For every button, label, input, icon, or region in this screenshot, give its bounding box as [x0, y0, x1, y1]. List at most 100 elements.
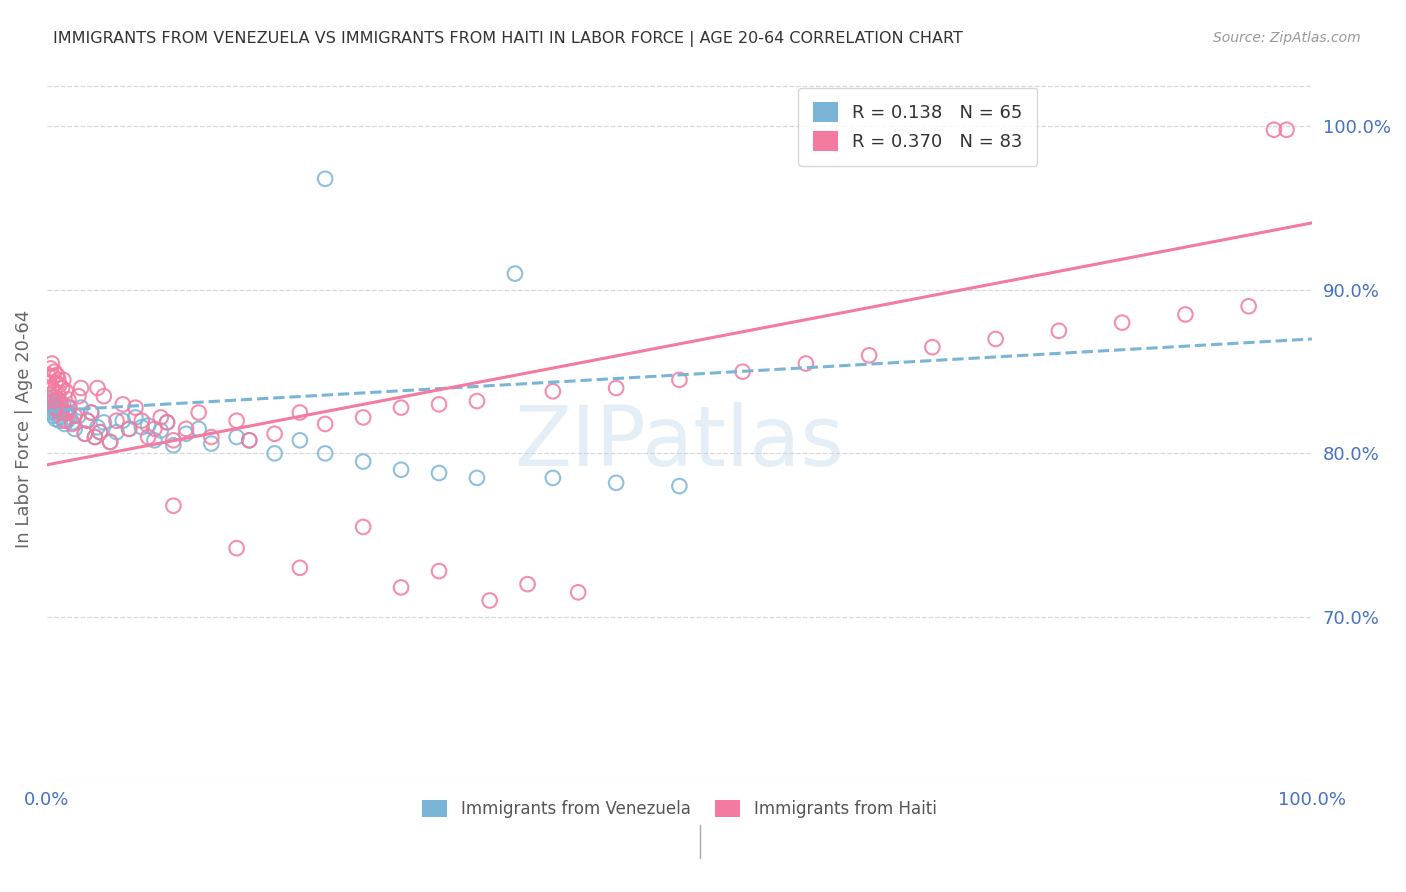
- Point: [124, 401, 146, 415]
- Point: [731, 365, 754, 379]
- Point: [263, 426, 285, 441]
- Point: [70, 401, 93, 415]
- Point: [37, 401, 59, 415]
- Point: [162, 438, 184, 452]
- Point: [389, 401, 412, 415]
- Point: [143, 422, 166, 436]
- Point: [465, 394, 488, 409]
- Point: [1174, 308, 1197, 322]
- Point: [131, 414, 153, 428]
- Point: [46, 392, 69, 407]
- Point: [41, 356, 63, 370]
- Point: [42, 369, 65, 384]
- Point: [49, 397, 72, 411]
- Point: [352, 520, 374, 534]
- Point: [86, 381, 108, 395]
- Point: [1111, 316, 1133, 330]
- Point: [98, 434, 121, 449]
- Point: [67, 389, 90, 403]
- Point: [465, 471, 488, 485]
- Point: [149, 410, 172, 425]
- Point: [93, 389, 115, 403]
- Point: [52, 373, 75, 387]
- Point: [48, 405, 70, 419]
- Point: [605, 381, 627, 395]
- Point: [38, 392, 60, 407]
- Point: [53, 414, 76, 428]
- Point: [60, 415, 83, 429]
- Point: [225, 430, 247, 444]
- Point: [48, 377, 70, 392]
- Point: [46, 373, 69, 387]
- Point: [118, 422, 141, 436]
- Point: [73, 426, 96, 441]
- Point: [921, 340, 943, 354]
- Point: [42, 409, 65, 423]
- Point: [314, 446, 336, 460]
- Point: [668, 479, 690, 493]
- Legend: Immigrants from Venezuela, Immigrants from Haiti: Immigrants from Venezuela, Immigrants fr…: [416, 793, 943, 825]
- Point: [46, 404, 69, 418]
- Point: [39, 405, 62, 419]
- Point: [84, 430, 107, 444]
- Point: [541, 471, 564, 485]
- Point: [42, 399, 65, 413]
- Point: [136, 418, 159, 433]
- Point: [41, 404, 63, 418]
- Point: [187, 422, 209, 436]
- Point: [352, 410, 374, 425]
- Point: [389, 581, 412, 595]
- Point: [984, 332, 1007, 346]
- Point: [162, 499, 184, 513]
- Point: [63, 422, 86, 436]
- Point: [41, 381, 63, 395]
- Point: [187, 405, 209, 419]
- Point: [52, 397, 75, 411]
- Point: [89, 425, 111, 439]
- Point: [200, 430, 222, 444]
- Point: [1237, 299, 1260, 313]
- Point: [42, 394, 65, 409]
- Point: [668, 373, 690, 387]
- Point: [37, 368, 59, 382]
- Point: [46, 407, 69, 421]
- Point: [503, 267, 526, 281]
- Point: [49, 410, 72, 425]
- Point: [58, 392, 80, 407]
- Point: [80, 405, 103, 419]
- Point: [288, 561, 311, 575]
- Point: [56, 414, 79, 428]
- Point: [63, 409, 86, 423]
- Point: [48, 397, 70, 411]
- Point: [1275, 122, 1298, 136]
- Point: [56, 405, 79, 419]
- Point: [93, 415, 115, 429]
- Point: [794, 356, 817, 370]
- Point: [60, 417, 83, 431]
- Point: [58, 401, 80, 415]
- Point: [111, 414, 134, 428]
- Point: [105, 425, 128, 439]
- Point: [41, 391, 63, 405]
- Point: [59, 401, 82, 415]
- Point: [44, 365, 66, 379]
- Point: [156, 415, 179, 429]
- Point: [51, 381, 73, 395]
- Point: [70, 381, 93, 395]
- Point: [314, 171, 336, 186]
- Point: [314, 417, 336, 431]
- Point: [288, 434, 311, 448]
- Point: [73, 426, 96, 441]
- Point: [225, 541, 247, 556]
- Point: [288, 405, 311, 419]
- Text: Source: ZipAtlas.com: Source: ZipAtlas.com: [1213, 31, 1361, 45]
- Text: ZIPatlas: ZIPatlas: [515, 402, 845, 483]
- Point: [427, 466, 450, 480]
- Point: [86, 420, 108, 434]
- Point: [53, 417, 76, 431]
- Point: [516, 577, 538, 591]
- Point: [45, 376, 67, 390]
- Point: [162, 434, 184, 448]
- Point: [80, 405, 103, 419]
- Point: [48, 414, 70, 428]
